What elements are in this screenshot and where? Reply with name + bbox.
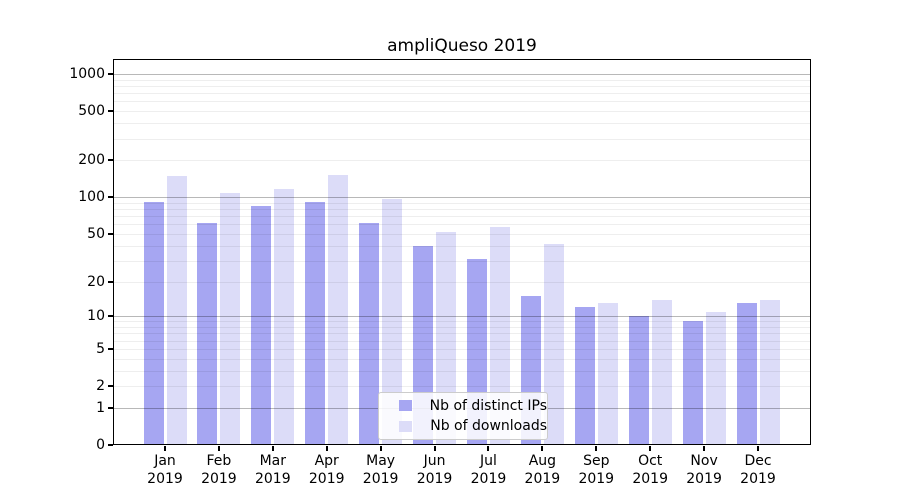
bar-downloads-jan xyxy=(166,176,187,445)
legend-label-downloads: Nb of downloads xyxy=(430,418,547,435)
y-tick xyxy=(108,73,113,75)
y-tick xyxy=(108,159,113,162)
x-tick-label: May 2019 xyxy=(362,453,399,487)
bar-distinct-ips-sep xyxy=(574,307,595,445)
y-tick-label: 1 xyxy=(96,399,105,416)
y-tick xyxy=(108,444,113,446)
bar-distinct-ips-dec xyxy=(736,303,757,445)
legend-swatch-distinct-ips xyxy=(399,400,412,412)
gridline-minor xyxy=(113,138,811,140)
gridline-minor xyxy=(113,260,811,262)
x-tick-label: Apr 2019 xyxy=(308,453,345,487)
y-tick xyxy=(108,385,113,387)
gridline-minor xyxy=(113,209,811,211)
gridline-minor xyxy=(113,281,811,283)
bar-distinct-ips-apr xyxy=(305,201,326,445)
gridline-minor xyxy=(113,93,811,95)
bar-downloads-jun xyxy=(436,231,457,445)
bar-downloads-feb xyxy=(220,193,241,445)
gridline-minor xyxy=(113,233,811,235)
x-tick-label: Dec 2019 xyxy=(740,453,776,487)
x-tick xyxy=(164,446,166,451)
legend-swatch-downloads xyxy=(399,420,413,432)
legend-item-distinct-ips: Nb of distinct IPs xyxy=(399,398,547,414)
legend: Nb of distinct IPs Nb of downloads xyxy=(378,392,548,440)
y-tick-label: 5 xyxy=(96,340,105,357)
x-tick xyxy=(541,446,544,451)
legend-item-downloads: Nb of downloads xyxy=(399,418,547,434)
gridline-minor xyxy=(113,202,811,204)
bar-downloads-may xyxy=(382,198,403,445)
y-tick-label: 2 xyxy=(96,378,105,394)
gridline-minor xyxy=(113,101,811,103)
bar-downloads-nov xyxy=(705,311,726,445)
y-tick-label: 100 xyxy=(78,189,105,206)
gridline-minor xyxy=(113,245,811,247)
x-tick-label: Oct 2019 xyxy=(632,453,668,487)
bar-downloads-jul xyxy=(489,226,510,445)
bar-downloads-apr xyxy=(328,174,349,445)
y-tick xyxy=(108,196,113,199)
bar-distinct-ips-jan xyxy=(143,201,164,445)
bar-downloads-mar xyxy=(274,189,295,445)
x-tick xyxy=(379,446,382,451)
y-tick-label: 20 xyxy=(87,273,105,290)
y-tick-label: 200 xyxy=(78,152,105,169)
x-tick-label: Jun 2019 xyxy=(416,453,453,487)
bar-downloads-dec xyxy=(759,299,780,445)
chart-title: ampliQueso 2019 xyxy=(387,36,537,56)
x-tick xyxy=(325,446,328,451)
bar-distinct-ips-may xyxy=(359,222,380,445)
x-tick-label: Aug 2019 xyxy=(524,453,561,487)
y-tick xyxy=(108,347,113,350)
x-tick xyxy=(487,446,490,451)
y-tick xyxy=(108,232,113,235)
gridline-major xyxy=(113,74,811,75)
gridline-minor xyxy=(113,216,811,218)
bar-distinct-ips-feb xyxy=(197,222,218,445)
bar-distinct-ips-oct xyxy=(628,316,649,445)
x-tick-label: Feb 2019 xyxy=(201,453,237,487)
y-tick xyxy=(108,315,113,318)
y-tick xyxy=(108,406,113,409)
y-tick xyxy=(108,110,113,113)
x-tick-label: Sep 2019 xyxy=(578,453,615,487)
y-tick xyxy=(108,280,113,283)
gridline-minor xyxy=(113,79,811,81)
gridline-minor xyxy=(113,123,811,125)
y-tick-label: 0 xyxy=(96,437,105,453)
gridline-minor xyxy=(113,224,811,226)
gridline-minor xyxy=(113,111,811,113)
y-tick-label: 1000 xyxy=(69,66,105,82)
gridline-minor xyxy=(113,160,811,162)
x-tick xyxy=(703,446,706,451)
x-tick xyxy=(217,446,220,451)
bar-distinct-ips-mar xyxy=(251,206,272,445)
x-tick xyxy=(649,446,652,451)
plot-area xyxy=(113,59,811,445)
y-tick-label: 50 xyxy=(87,225,105,242)
y-tick-label: 500 xyxy=(78,103,105,120)
x-tick-label: Nov 2019 xyxy=(686,453,722,487)
x-tick xyxy=(757,446,759,451)
gridline-minor xyxy=(113,85,811,87)
x-tick-label: Jul 2019 xyxy=(470,453,507,487)
bar-distinct-ips-nov xyxy=(682,321,703,445)
bar-downloads-sep xyxy=(597,303,618,445)
x-tick-label: Jan 2019 xyxy=(147,453,183,487)
bar-downloads-oct xyxy=(651,299,672,445)
bar-downloads-aug xyxy=(543,244,564,445)
gridline-major xyxy=(113,197,811,199)
legend-label-distinct-ips: Nb of distinct IPs xyxy=(429,397,547,414)
y-tick-label: 10 xyxy=(87,308,105,325)
x-tick xyxy=(433,446,436,451)
x-tick xyxy=(595,446,598,451)
x-tick xyxy=(271,446,274,451)
x-tick-label: Mar 2019 xyxy=(254,453,291,487)
